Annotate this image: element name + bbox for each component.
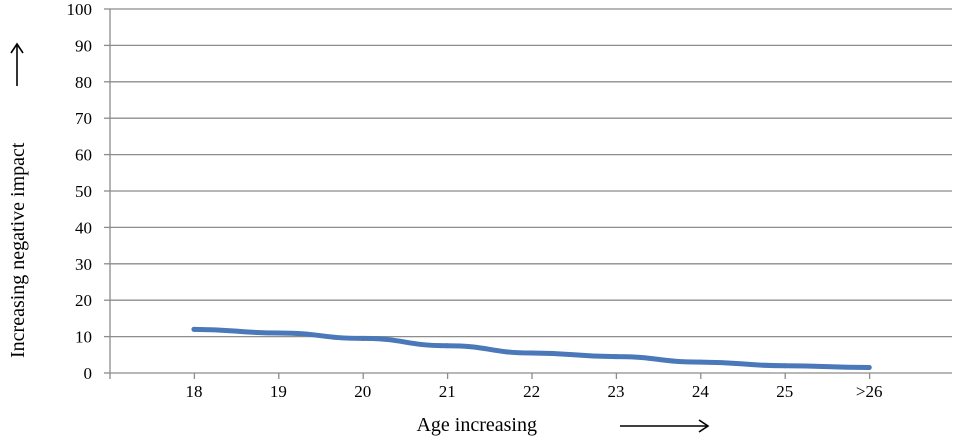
x-tick-label: 21 bbox=[439, 382, 456, 401]
x-tick-label: 23 bbox=[608, 382, 625, 401]
x-tick-label: 25 bbox=[776, 382, 793, 401]
x-tick-label: 19 bbox=[270, 382, 287, 401]
x-axis-arrow-icon bbox=[620, 419, 710, 433]
y-tick-label: 0 bbox=[84, 364, 93, 383]
x-tick-label: 24 bbox=[692, 382, 710, 401]
series bbox=[191, 326, 872, 371]
data-point bbox=[360, 335, 366, 341]
data-point bbox=[444, 343, 450, 349]
x-tick-labels: 18 19 20 21 22 23 24 25 >26 bbox=[186, 382, 883, 401]
y-tick-label: 30 bbox=[75, 255, 92, 274]
y-tick-label: 70 bbox=[75, 109, 92, 128]
y-tick-labels: 0 10 20 30 40 50 60 70 80 90 100 bbox=[67, 0, 93, 383]
y-tick-label: 10 bbox=[75, 328, 92, 347]
data-point bbox=[529, 350, 535, 356]
x-tick-label: 20 bbox=[354, 382, 371, 401]
y-axis-title: Increasing negative impact bbox=[7, 142, 29, 358]
y-tick-label: 20 bbox=[75, 291, 92, 310]
data-point bbox=[191, 326, 197, 332]
y-axis-arrow-icon bbox=[10, 42, 24, 86]
x-tick-label: 22 bbox=[523, 382, 540, 401]
x-tick-label: >26 bbox=[856, 382, 883, 401]
data-point bbox=[613, 354, 619, 360]
series-line bbox=[191, 326, 872, 371]
y-tick-label: 80 bbox=[75, 73, 92, 92]
y-tick-label: 50 bbox=[75, 182, 92, 201]
gridlines bbox=[110, 8, 952, 374]
data-point bbox=[866, 365, 872, 371]
y-tick-label: 40 bbox=[75, 218, 92, 237]
y-tick-label: 100 bbox=[67, 0, 93, 19]
axes bbox=[104, 8, 871, 379]
data-point bbox=[782, 363, 788, 369]
y-tick-label: 90 bbox=[75, 36, 92, 55]
x-tick-label: 18 bbox=[186, 382, 203, 401]
data-point bbox=[275, 330, 281, 336]
x-axis-title: Age increasing bbox=[416, 414, 537, 436]
y-tick-label: 60 bbox=[75, 146, 92, 165]
data-point bbox=[697, 359, 703, 365]
